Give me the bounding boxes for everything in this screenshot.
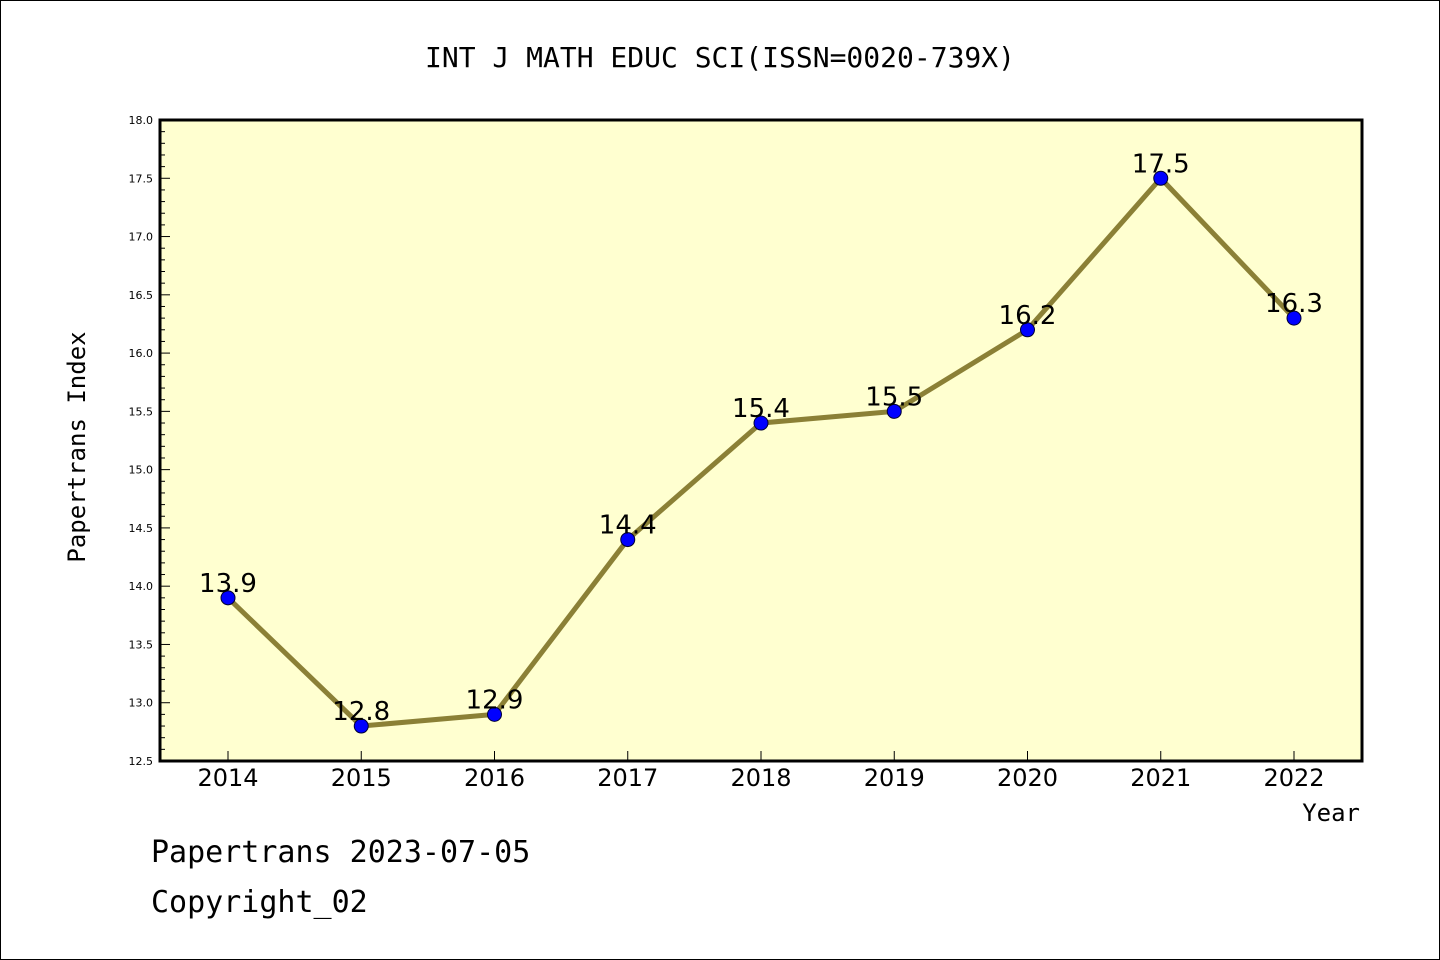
y-axis-title: Papertrans Index	[63, 331, 91, 562]
x-tick-label: 2016	[464, 764, 525, 792]
data-point	[753, 415, 769, 431]
data-label: 17.5	[1132, 149, 1190, 179]
y-tick-label: 15.5	[129, 405, 154, 418]
data-points	[220, 170, 1302, 734]
data-point	[620, 532, 636, 548]
x-tick-label: 2017	[597, 764, 658, 792]
y-tick-label: 17.5	[129, 172, 154, 185]
x-axis: 2014 2015 2016 2017 2018 2019 2020 2021 2022	[197, 751, 1325, 792]
y-tick-label: 15.0	[129, 464, 154, 477]
data-label: 14.4	[599, 511, 657, 541]
y-tick-label: 16.5	[129, 289, 154, 302]
chart-title: INT J MATH EDUC SCI(ISSN=0020-739X)	[425, 41, 1015, 74]
plot-area	[158, 118, 1364, 763]
x-tick-label: 2022	[1263, 764, 1324, 792]
footer-copyright: Copyright_02	[151, 885, 368, 920]
data-label: 15.4	[732, 394, 790, 424]
x-tick-label: 2018	[730, 764, 791, 792]
x-tick-label: 2020	[997, 764, 1058, 792]
data-point	[1153, 170, 1169, 186]
y-tick-label: 17.0	[129, 231, 154, 244]
y-tick-label: 12.5	[129, 755, 154, 768]
y-tick-label: 13.0	[129, 697, 154, 710]
data-point	[886, 403, 902, 419]
data-label: 16.2	[999, 301, 1057, 331]
x-tick-label: 2014	[197, 764, 258, 792]
x-axis-title: Year	[1302, 799, 1360, 827]
data-label: 16.3	[1265, 289, 1323, 319]
y-tick-label: 14.5	[129, 522, 154, 535]
footer-date: Papertrans 2023-07-05	[151, 835, 531, 870]
x-tick-label: 2019	[864, 764, 925, 792]
data-label: 12.9	[466, 685, 524, 715]
data-point	[1286, 310, 1302, 326]
x-tick-label: 2021	[1130, 764, 1191, 792]
y-tick-label: 13.5	[129, 638, 154, 651]
y-tick-label: 14.0	[129, 580, 154, 593]
data-point	[353, 718, 369, 734]
y-tick-label: 16.0	[129, 347, 154, 360]
y-axis: 12.5 13.0 13.5 14.0 14.5 15.0 15.5 16.0 16.5 17.0…	[129, 114, 170, 768]
y-tick-label: 18.0	[129, 114, 154, 127]
data-point	[220, 590, 236, 606]
data-point	[487, 706, 502, 722]
data-point	[1020, 322, 1035, 338]
data-label: 12.8	[332, 697, 390, 727]
data-label: 15.5	[865, 382, 923, 412]
data-label: 13.9	[199, 569, 257, 599]
data-labels: 13.9 12.8 12.9 14.4 15.4 15.5 16.2 17.5 16.3	[199, 149, 1323, 727]
x-tick-label: 2015	[331, 764, 392, 792]
